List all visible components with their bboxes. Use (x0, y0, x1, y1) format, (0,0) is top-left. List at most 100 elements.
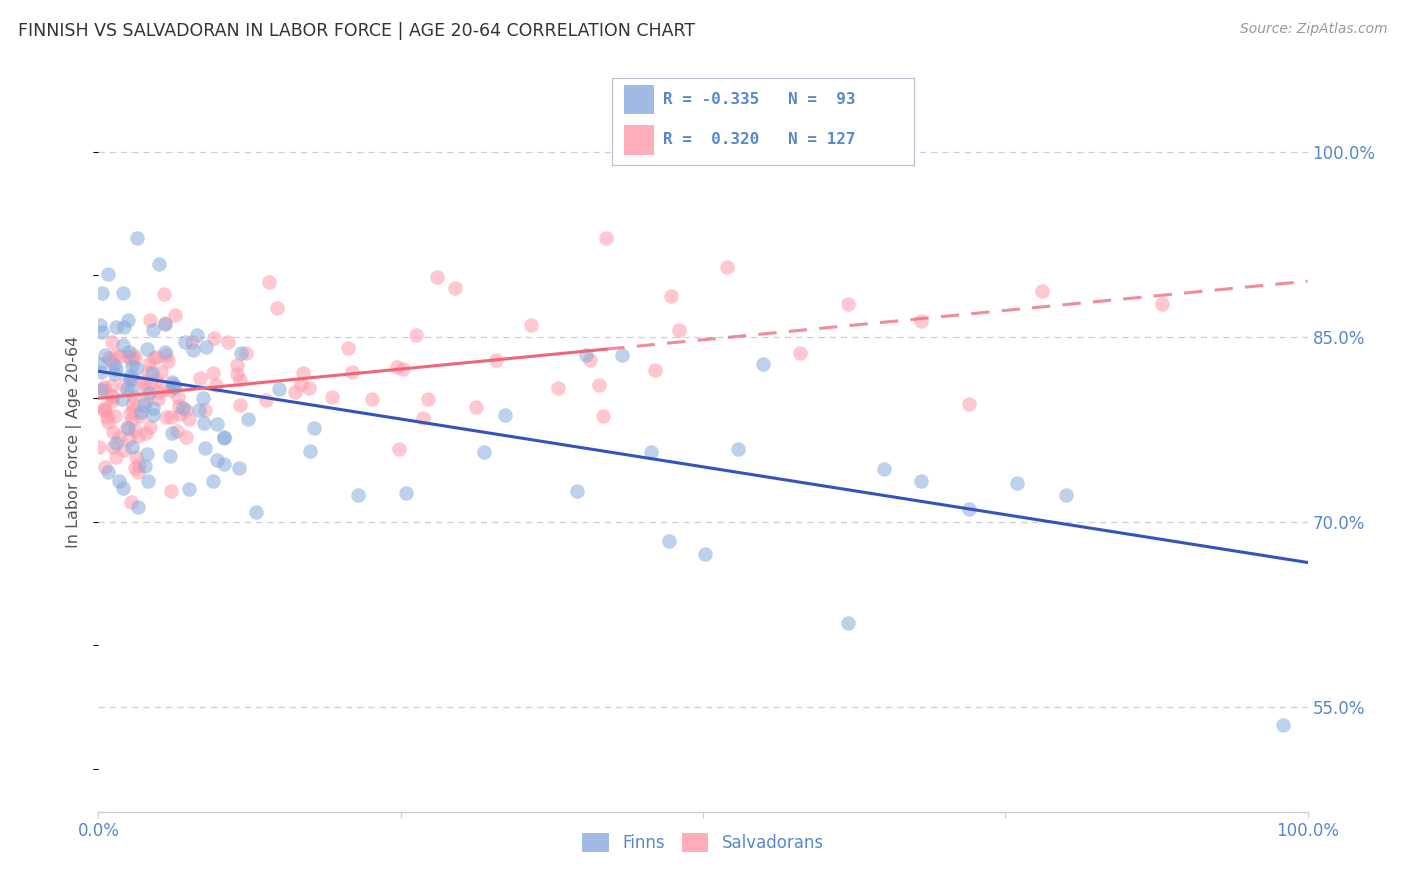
Point (464, 400, 486, 414)
Point (193, 441, 215, 455)
Point (336, 341, 359, 355)
Point (138, 385, 160, 400)
Point (172, 401, 194, 415)
Point (579, 353, 602, 368)
Point (193, 417, 215, 431)
Point (89, 318, 111, 333)
Point (101, 390, 124, 404)
Point (120, 368, 142, 383)
Point (150, 365, 173, 379)
Point (91, 286, 114, 301)
Point (321, 390, 343, 404)
Point (443, 281, 465, 295)
Point (752, 357, 775, 371)
Point (100, 379, 122, 393)
Point (141, 375, 163, 389)
Point (104, 368, 127, 382)
Point (254, 393, 277, 408)
Point (117, 421, 139, 435)
Point (152, 286, 174, 301)
Point (174, 430, 197, 444)
Point (167, 390, 190, 404)
Point (124, 461, 146, 475)
Point (94, 403, 117, 417)
Point (128, 458, 150, 473)
Point (695, 547, 717, 561)
Point (716, 260, 738, 274)
Point (360, 392, 382, 407)
Point (124, 423, 146, 437)
Point (235, 346, 257, 360)
Point (391, 361, 413, 376)
Point (110, 349, 132, 363)
Point (142, 401, 165, 416)
Point (1031, 284, 1053, 298)
Point (188, 370, 211, 384)
Point (148, 257, 170, 271)
Point (97, 415, 120, 429)
Point (97, 465, 120, 479)
Point (141, 366, 163, 380)
Text: Source: ZipAtlas.com: Source: ZipAtlas.com (1240, 22, 1388, 37)
Point (388, 442, 411, 457)
Point (910, 474, 932, 488)
Point (121, 441, 143, 455)
Point (165, 309, 187, 323)
Point (269, 382, 291, 396)
Point (186, 327, 208, 342)
Point (139, 313, 162, 327)
Point (217, 335, 239, 350)
Point (104, 348, 127, 362)
Point (118, 350, 141, 364)
Point (873, 462, 896, 476)
Point (202, 366, 225, 380)
Point (205, 417, 228, 432)
Point (91, 382, 114, 396)
Point (156, 354, 179, 368)
Point (135, 393, 157, 408)
Bar (624, 85, 654, 114)
Point (160, 484, 183, 499)
Point (135, 342, 157, 356)
Point (104, 450, 127, 465)
Point (302, 420, 325, 434)
Point (162, 376, 184, 391)
Point (125, 231, 148, 245)
Point (214, 431, 236, 445)
Point (1054, 488, 1077, 502)
Point (118, 345, 141, 359)
Point (139, 420, 162, 434)
Point (592, 409, 614, 424)
Point (405, 327, 427, 342)
Point (101, 425, 124, 439)
Point (204, 377, 226, 392)
Point (89, 441, 111, 455)
Bar (624, 125, 654, 154)
Point (298, 443, 321, 458)
Point (89, 357, 111, 371)
Point (143, 351, 166, 365)
Point (90, 383, 112, 397)
Point (120, 494, 142, 508)
Point (136, 474, 159, 488)
Point (212, 430, 235, 444)
Point (385, 359, 408, 374)
Point (111, 392, 134, 406)
Point (100, 393, 122, 408)
Point (136, 366, 159, 380)
Point (153, 317, 176, 331)
Point (159, 383, 181, 397)
Point (127, 428, 149, 442)
Point (112, 443, 135, 458)
Point (131, 375, 153, 389)
Point (226, 358, 249, 372)
Point (212, 457, 235, 471)
Point (177, 411, 200, 425)
Point (120, 351, 142, 366)
Point (104, 362, 127, 376)
Point (292, 367, 315, 381)
Point (236, 411, 259, 425)
Point (103, 358, 125, 372)
Point (347, 488, 370, 502)
Point (124, 351, 146, 366)
